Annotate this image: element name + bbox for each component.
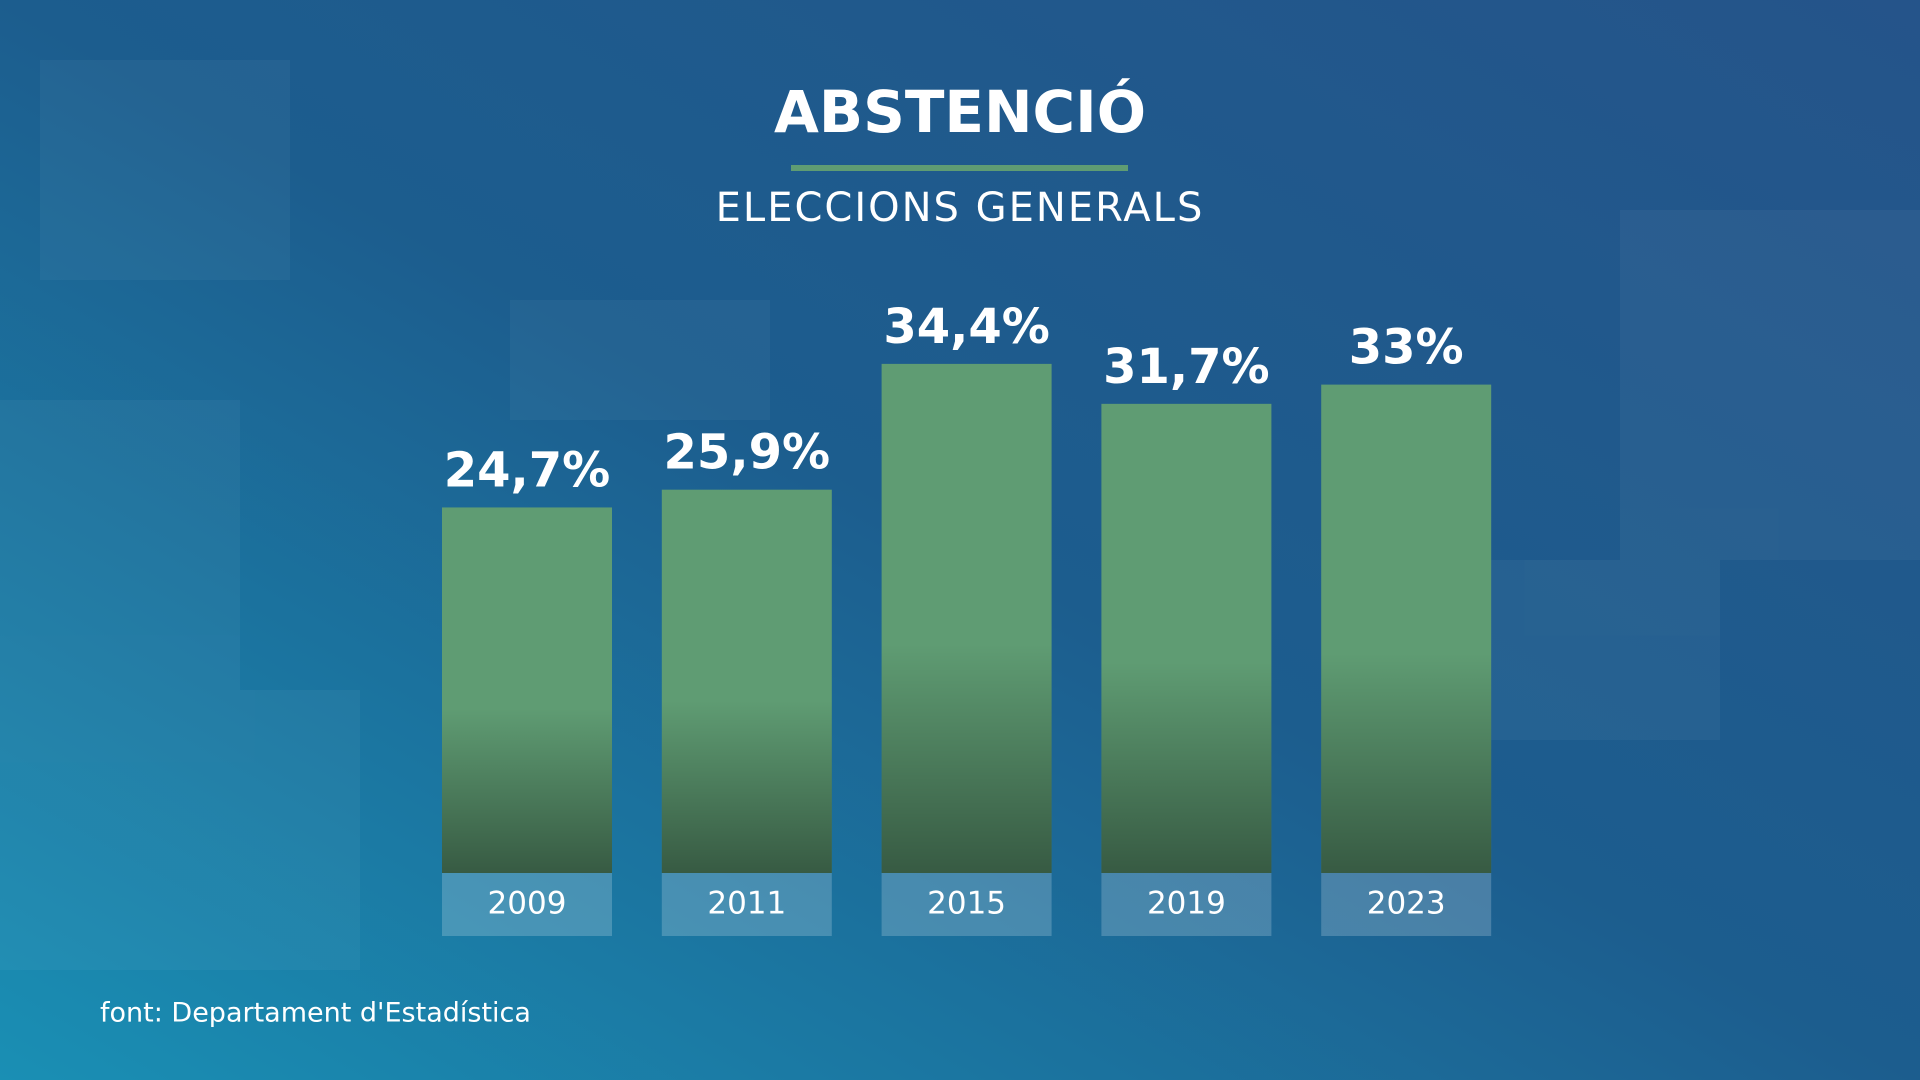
bar-shade: [1101, 403, 1272, 873]
source-note: font: Departament d'Estadística: [100, 998, 531, 1029]
data-label: 33%: [1349, 320, 1464, 376]
x-tick-label: 2015: [927, 886, 1006, 922]
title-underline: [791, 165, 1128, 171]
chart-title: ABSTENCIÓ: [774, 77, 1146, 146]
category-box: [1321, 873, 1492, 936]
chart-subtitle: ELECCIONS GENERALS: [716, 185, 1205, 231]
data-label: 31,7%: [1103, 339, 1270, 395]
bar-shade: [442, 507, 612, 873]
category-box: [442, 873, 612, 936]
x-tick-label: 2019: [1147, 886, 1226, 922]
data-label: 24,7%: [444, 442, 611, 498]
category-box: [881, 873, 1052, 936]
bar-shade: [1321, 384, 1492, 873]
x-tick-label: 2023: [1367, 886, 1446, 922]
bar-shade: [661, 489, 832, 873]
x-tick-label: 2009: [488, 886, 567, 922]
background-decor: [0, 60, 1920, 970]
data-label: 25,9%: [664, 425, 831, 481]
data-label: 34,4%: [883, 299, 1050, 355]
x-tick-label: 2011: [707, 886, 786, 922]
bar-shade: [881, 363, 1052, 873]
category-box: [661, 873, 832, 936]
category-box: [1101, 873, 1272, 936]
